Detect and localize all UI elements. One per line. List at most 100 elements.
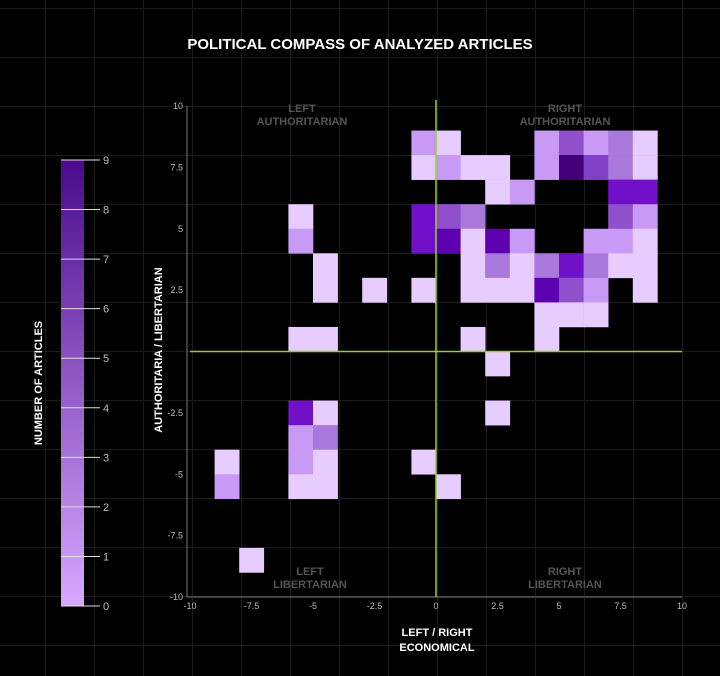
heatmap-cell (485, 155, 511, 180)
heatmap-cell (436, 155, 461, 180)
colorbar-ticks: 0 1 2 3 4 5 6 7 8 9 (61, 155, 109, 613)
colorbar-tick-label: 4 (103, 403, 109, 415)
heatmap-cell (288, 449, 314, 475)
heatmap-cells (214, 130, 658, 573)
y-tick-label: 2.5 (170, 285, 183, 295)
heatmap-cell (583, 253, 609, 279)
x-tick-labels: -10 -7.5 -5 -2.5 0 2.5 5 7.5 10 (183, 601, 687, 611)
heatmap-cell (608, 179, 634, 205)
colorbar-tick-label: 6 (103, 304, 109, 316)
heatmap-cell (534, 130, 560, 156)
heatmap-cell (313, 253, 338, 279)
heatmap-cell (559, 130, 584, 156)
heatmap-cell (460, 277, 486, 303)
x-tick-label: 0 (433, 601, 438, 611)
x-tick-label: 5 (556, 601, 561, 611)
x-tick-label: 10 (677, 601, 687, 611)
heatmap-cell (485, 253, 511, 279)
x-tick-label: -10 (183, 601, 196, 611)
heatmap-cell (411, 204, 437, 230)
heatmap-cell (632, 179, 658, 205)
heatmap-cell (485, 351, 511, 377)
quadrant-label-right-libertarian-2: LIBERTARIAN (528, 579, 602, 591)
y-tick-label: 5 (178, 224, 183, 234)
heatmap-cell (313, 400, 338, 426)
heatmap-cell (485, 400, 511, 426)
heatmap-cell (411, 228, 437, 254)
y-tick-label: -7.5 (167, 531, 183, 541)
heatmap-cell (411, 277, 437, 303)
colorbar-tick-label: 9 (103, 155, 109, 167)
heatmap-cell (583, 130, 609, 156)
heatmap-cell (509, 179, 535, 205)
heatmap-cell (485, 228, 511, 254)
heatmap-cell (313, 425, 338, 450)
heatmap-cell (485, 277, 511, 303)
heatmap-cell (534, 277, 560, 303)
heatmap-cell (460, 228, 486, 254)
quadrant-label-left-authoritarian-1: LEFT (288, 103, 316, 115)
heatmap-cell (214, 449, 240, 475)
heatmap-cell (436, 474, 461, 500)
heatmap-cell (288, 425, 314, 450)
x-tick-label: -7.5 (244, 601, 260, 611)
heatmap-cell (632, 228, 658, 254)
y-tick-labels: 10 7.5 5 2.5 -2.5 -5 -7.5 -10 (167, 101, 183, 602)
quadrant-label-right-libertarian-1: RIGHT (548, 566, 583, 578)
heatmap-cell (411, 449, 437, 475)
heatmap-cell (313, 277, 338, 303)
heatmap-cell (534, 253, 560, 279)
x-tick-label: -2.5 (367, 601, 383, 611)
x-axis-label-line2: ECONOMICAL (399, 642, 474, 654)
heatmap-cell (460, 326, 486, 352)
heatmap-cell (608, 253, 634, 279)
quadrant-label-left-authoritarian-2: AUTHORITARIAN (257, 116, 348, 128)
heatmap-cell (632, 204, 658, 230)
quadrant-label-right-authoritarian-1: RIGHT (548, 103, 583, 115)
heatmap-cell (411, 155, 437, 180)
heatmap-cell (509, 277, 535, 303)
heatmap-cell (608, 130, 634, 156)
heatmap-cell (288, 204, 314, 230)
chart-title: POLITICAL COMPASS OF ANALYZED ARTICLES (187, 36, 532, 53)
heatmap-cell (288, 474, 314, 500)
heatmap-cell (534, 302, 560, 328)
heatmap-cell (559, 302, 584, 328)
colorbar-tick-label: 1 (103, 551, 109, 563)
heatmap-cell (288, 228, 314, 254)
heatmap-cell (411, 130, 437, 156)
quadrant-label-left-libertarian-1: LEFT (296, 566, 324, 578)
heatmap-cell (534, 326, 560, 352)
colorbar-tick-label: 2 (103, 502, 109, 514)
heatmap-cell (313, 449, 338, 475)
heatmap-cell (632, 277, 658, 303)
heatmap-cell (559, 155, 584, 180)
colorbar-tick-label: 3 (103, 452, 109, 464)
heatmap-cell (460, 204, 486, 230)
y-tick-label: -10 (170, 592, 183, 602)
heatmap-cell (436, 130, 461, 156)
heatmap-cell (534, 155, 560, 180)
heatmap-cell (509, 253, 535, 279)
colorbar-label: NUMBER OF ARTICLES (33, 321, 45, 445)
y-tick-label: 10 (173, 101, 183, 111)
heatmap-cell (632, 155, 658, 180)
heatmap-cell (608, 228, 634, 254)
y-tick-label: -5 (175, 469, 183, 479)
colorbar-tick-label: 7 (103, 254, 109, 266)
heatmap-cell (214, 474, 240, 500)
heatmap-cell (632, 253, 658, 279)
heatmap-cell (288, 400, 314, 426)
heatmap-cell (608, 204, 634, 230)
heatmap-cell (436, 204, 461, 230)
heatmap-cell (559, 253, 584, 279)
heatmap-cell (239, 547, 265, 573)
y-axis-label: AUTHORITARIA / LIBERTARIAN (153, 267, 165, 432)
y-tick-label: 7.5 (170, 162, 183, 172)
heatmap-cell (583, 277, 609, 303)
heatmap-cell (460, 253, 486, 279)
colorbar-tick-label: 0 (103, 601, 109, 613)
heatmap-cell (509, 228, 535, 254)
heatmap-cell (362, 277, 388, 303)
